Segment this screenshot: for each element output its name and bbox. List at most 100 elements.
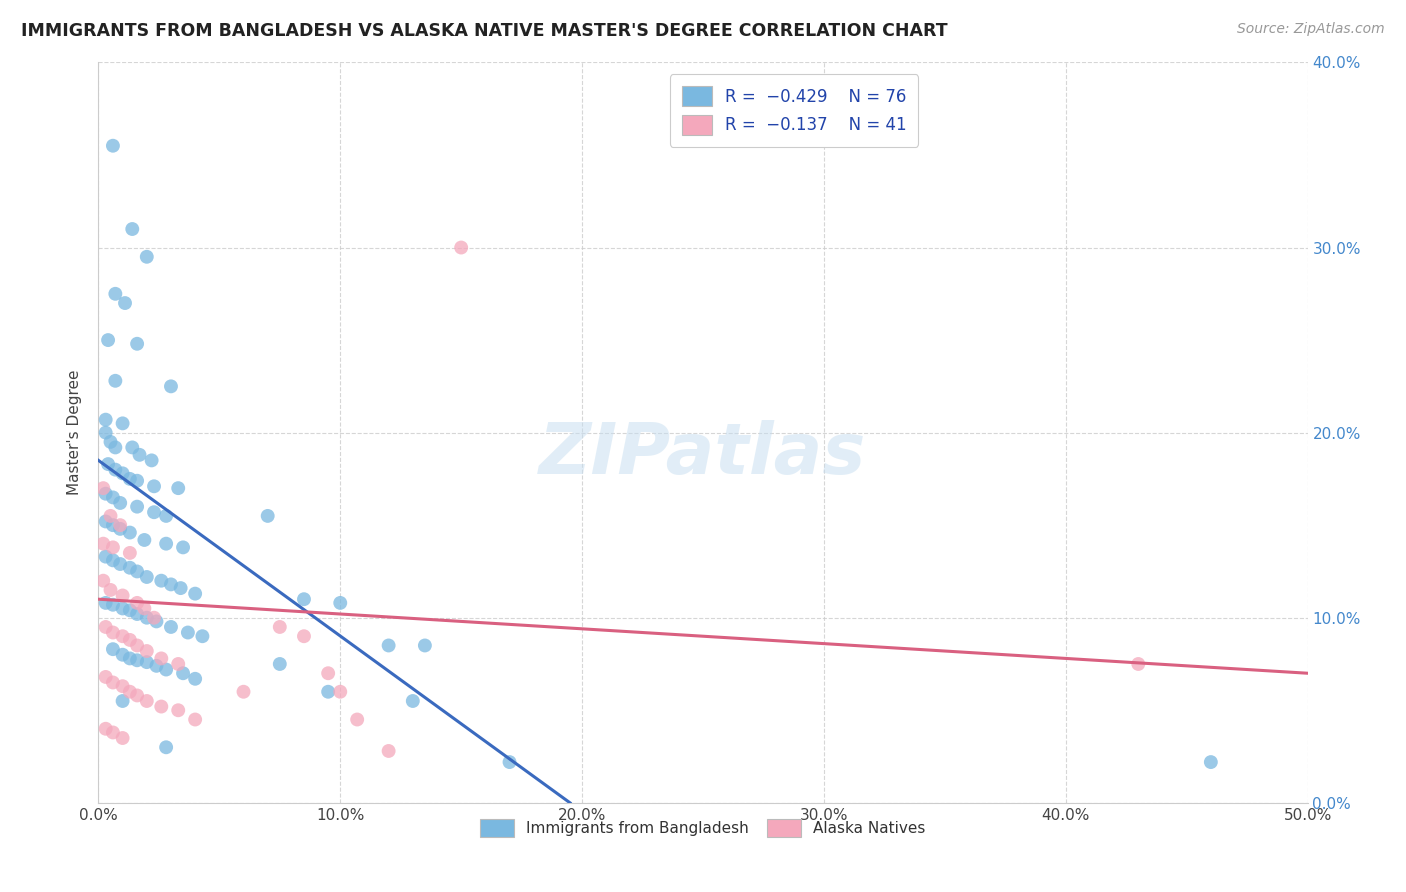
Point xyxy=(118,603,141,617)
Point xyxy=(101,491,124,505)
Point xyxy=(127,653,149,667)
Point xyxy=(94,486,117,500)
Point xyxy=(94,722,117,736)
Point xyxy=(143,479,166,493)
Point xyxy=(135,694,157,708)
Point xyxy=(135,570,157,584)
Point xyxy=(111,648,134,662)
Point xyxy=(135,644,157,658)
Point xyxy=(377,744,399,758)
Point xyxy=(155,740,177,755)
Point xyxy=(256,508,278,523)
Point xyxy=(97,333,120,347)
Point xyxy=(316,685,339,699)
Point xyxy=(100,582,122,597)
Point xyxy=(118,651,141,665)
Point xyxy=(91,574,114,588)
Point xyxy=(121,222,143,236)
Point xyxy=(94,670,117,684)
Point xyxy=(127,639,149,653)
Point xyxy=(269,657,291,671)
Point xyxy=(111,679,134,693)
Point xyxy=(118,472,141,486)
Point xyxy=(94,515,117,529)
Point xyxy=(292,629,315,643)
Point xyxy=(167,657,190,671)
Point xyxy=(167,481,190,495)
Point xyxy=(498,755,520,769)
Point xyxy=(100,508,122,523)
Point xyxy=(160,577,183,591)
Point xyxy=(101,625,124,640)
Point xyxy=(101,518,124,533)
Point xyxy=(177,625,200,640)
Point xyxy=(191,629,214,643)
Point xyxy=(127,596,149,610)
Point xyxy=(121,441,143,455)
Point xyxy=(111,467,134,481)
Point xyxy=(101,138,124,153)
Point xyxy=(316,666,339,681)
Point xyxy=(101,553,124,567)
Point xyxy=(101,725,124,739)
Point xyxy=(127,689,149,703)
Point xyxy=(232,685,254,699)
Point xyxy=(94,596,117,610)
Point xyxy=(118,632,141,647)
Point xyxy=(143,505,166,519)
Point xyxy=(377,639,399,653)
Point xyxy=(108,518,131,533)
Point xyxy=(114,296,136,310)
Point xyxy=(97,457,120,471)
Point xyxy=(104,374,127,388)
Y-axis label: Master's Degree: Master's Degree xyxy=(67,370,83,495)
Point xyxy=(150,699,173,714)
Point xyxy=(118,525,141,540)
Point xyxy=(169,581,191,595)
Point xyxy=(94,412,117,426)
Point xyxy=(150,574,173,588)
Point xyxy=(127,607,149,621)
Point xyxy=(127,474,149,488)
Point xyxy=(134,533,156,547)
Point xyxy=(104,462,127,476)
Point xyxy=(104,286,127,301)
Point xyxy=(269,620,291,634)
Point xyxy=(346,713,368,727)
Point xyxy=(172,541,194,555)
Point xyxy=(292,592,315,607)
Point xyxy=(184,587,207,601)
Point xyxy=(104,441,127,455)
Point xyxy=(135,610,157,624)
Legend: Immigrants from Bangladesh, Alaska Natives: Immigrants from Bangladesh, Alaska Nativ… xyxy=(474,813,932,843)
Point xyxy=(111,694,134,708)
Point xyxy=(101,541,124,555)
Point xyxy=(143,610,166,624)
Point xyxy=(91,536,114,550)
Point xyxy=(141,453,163,467)
Point xyxy=(155,663,177,677)
Point xyxy=(94,620,117,634)
Point xyxy=(111,589,134,603)
Point xyxy=(329,685,352,699)
Point xyxy=(101,675,124,690)
Text: Source: ZipAtlas.com: Source: ZipAtlas.com xyxy=(1237,22,1385,37)
Point xyxy=(101,642,124,657)
Point xyxy=(184,672,207,686)
Point xyxy=(155,508,177,523)
Point xyxy=(145,658,167,673)
Point xyxy=(145,615,167,629)
Point xyxy=(150,651,173,665)
Point xyxy=(108,557,131,571)
Point xyxy=(127,336,149,351)
Point xyxy=(100,434,122,449)
Point xyxy=(128,448,150,462)
Point xyxy=(94,425,117,440)
Point xyxy=(108,496,131,510)
Point xyxy=(108,522,131,536)
Point xyxy=(91,481,114,495)
Point xyxy=(111,731,134,745)
Point xyxy=(155,536,177,550)
Point xyxy=(135,250,157,264)
Point xyxy=(1128,657,1150,671)
